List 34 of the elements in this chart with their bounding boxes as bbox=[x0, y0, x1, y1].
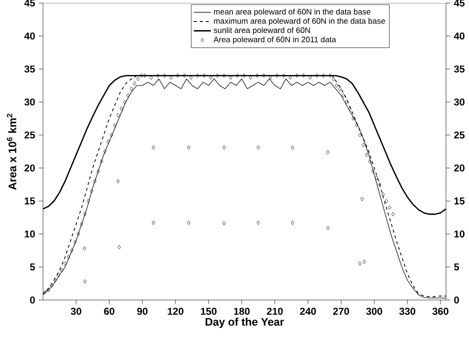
y-axis-title: Area x 10$^{6}$ km$^{2}$ bbox=[6, 114, 16, 190]
y-tick-label: 40 bbox=[24, 32, 35, 40]
y2-tick-label: 45 bbox=[454, 0, 465, 6]
x-tick-label: 150 bbox=[200, 308, 217, 315]
x-tick-label: 360 bbox=[432, 308, 448, 315]
y-tick-label: 35 bbox=[24, 65, 35, 73]
y2-tick-label: 20 bbox=[454, 164, 464, 172]
x-tick-label: 240 bbox=[300, 308, 316, 315]
y2-tick-label: 35 bbox=[454, 65, 465, 73]
x-tick-label: 180 bbox=[234, 308, 250, 315]
y-tick-label: 10 bbox=[24, 230, 35, 238]
y-tick-label: 5 bbox=[30, 264, 35, 270]
y-tick-label: 30 bbox=[24, 98, 35, 106]
y2-tick-label: 30 bbox=[454, 98, 464, 106]
x-tick-label: 300 bbox=[366, 308, 382, 315]
x-tick-label: 210 bbox=[266, 308, 283, 315]
x-tick-label: 120 bbox=[168, 308, 184, 315]
y2-tick-label: 25 bbox=[454, 131, 465, 139]
x-tick-label: 270 bbox=[333, 308, 350, 315]
y2-tick-label: 15 bbox=[454, 198, 465, 204]
y2-tick-label: 0 bbox=[454, 296, 459, 304]
x-axis-title: Day of the Year bbox=[206, 318, 284, 328]
y-tick-label: 20 bbox=[24, 164, 35, 172]
y2-tick-label: 10 bbox=[454, 230, 464, 238]
y-tick-label: 0 bbox=[30, 296, 35, 304]
x-tick-label: 30 bbox=[70, 308, 82, 315]
y-tick-label: 15 bbox=[24, 198, 35, 204]
x-tick-label: 90 bbox=[137, 308, 148, 315]
x-tick-label: 330 bbox=[399, 308, 416, 315]
x-tick-label: 60 bbox=[104, 308, 114, 315]
y-tick-label: 45 bbox=[24, 0, 35, 6]
y2-tick-label: 40 bbox=[454, 32, 464, 40]
y-tick-label: 25 bbox=[24, 131, 35, 139]
y2-tick-label: 5 bbox=[454, 264, 460, 270]
